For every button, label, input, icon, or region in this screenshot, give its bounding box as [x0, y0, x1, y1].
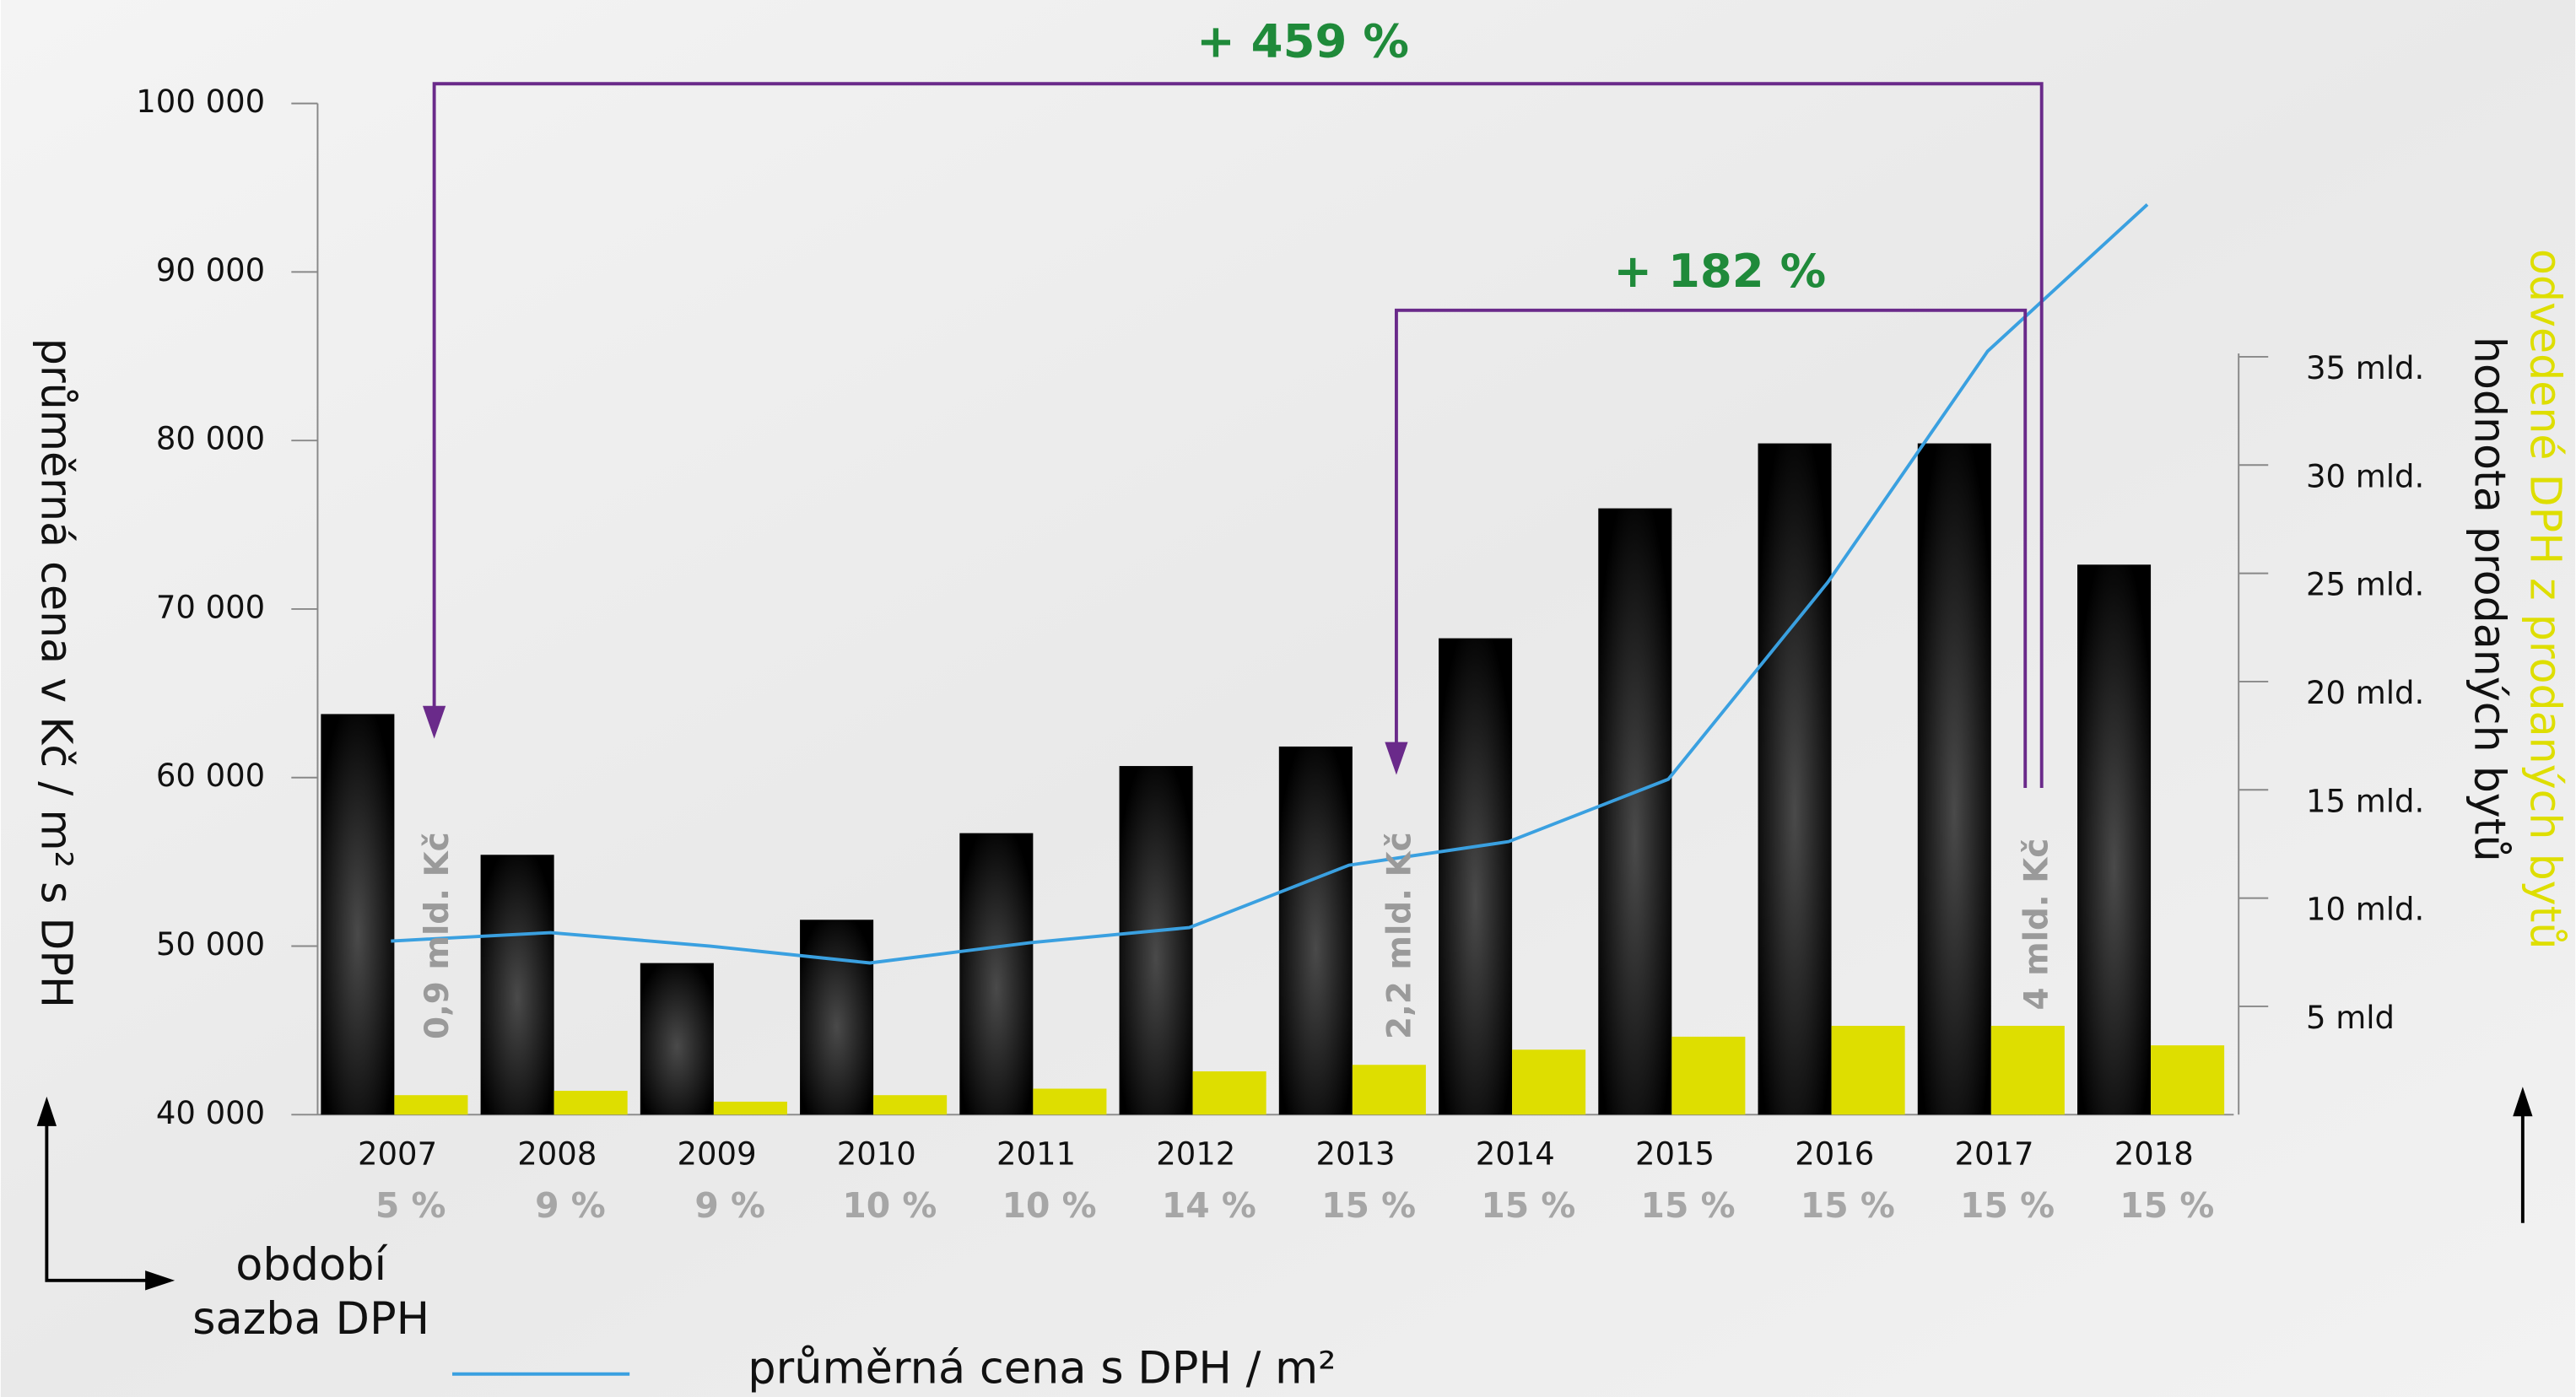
bar [394, 1095, 468, 1115]
bar [1119, 766, 1193, 1115]
bar [1192, 1071, 1266, 1115]
arrow-line [45, 1116, 152, 1282]
bracket [1394, 308, 2028, 789]
annotation: 4 mld. Kč [2017, 839, 2055, 1011]
bar [800, 920, 874, 1115]
arrowhead [2513, 1087, 2533, 1117]
y-tick-label: 90 000 [156, 252, 265, 289]
bar [959, 833, 1034, 1115]
bar [1598, 508, 1672, 1115]
arrowhead [1385, 742, 1408, 775]
y2-axis-title: odvedené DPH z prodaných bytů [2521, 249, 2571, 949]
y2-tick-label: 35 mld. [2306, 350, 2424, 386]
x-tick-label: 2007 [358, 1135, 437, 1172]
x-tick-label: 2015 [1635, 1135, 1715, 1172]
arrowhead [36, 1096, 57, 1126]
x-tick-label: 2014 [1476, 1135, 1555, 1172]
vat-rate-label: 15 % [1960, 1185, 2055, 1226]
bracket [432, 82, 2044, 789]
vat-rate-label: 15 % [2120, 1185, 2214, 1226]
vat-rate-label: 10 % [842, 1185, 937, 1226]
vat-rate-label: 9 % [535, 1185, 606, 1226]
y2-tick-label: 20 mld. [2306, 675, 2424, 711]
bar [321, 714, 395, 1115]
x-tick-label: 2018 [2114, 1135, 2194, 1172]
y2-tick-label: 15 mld. [2306, 783, 2424, 819]
bar [1671, 1036, 1746, 1115]
annotation: + 459 % [1196, 14, 1409, 68]
vat-rate-label: 15 % [1321, 1185, 1416, 1226]
vat-rate-label: 15 % [1641, 1185, 1736, 1226]
x-tick-label: 2011 [996, 1135, 1076, 1172]
bar [1439, 638, 1513, 1115]
vat-rate-label: 14 % [1162, 1185, 1256, 1226]
bar [873, 1095, 948, 1115]
x-tick-label: 2017 [1954, 1135, 2033, 1172]
annotation: 0,9 mld. Kč [419, 832, 456, 1039]
vat-rate-label: 9 % [694, 1185, 765, 1226]
y-tick-label: 60 000 [156, 758, 265, 794]
y2-tick-label: 25 mld. [2306, 567, 2424, 603]
y2-tick-label: 30 mld. [2306, 458, 2424, 494]
axis-arrows [36, 1087, 2533, 1291]
x-tick-label: 2013 [1315, 1135, 1395, 1172]
arrowhead [422, 705, 446, 739]
plot: 40 000 50 000 60 000 70 000 80 000 90 000 100 … [136, 84, 2424, 1226]
y-tick-label: 100 000 [136, 84, 265, 120]
bar [713, 1101, 787, 1115]
bar [640, 963, 714, 1115]
x-tick-label: 2008 [517, 1135, 597, 1172]
vat-rate-label: 10 % [1002, 1185, 1097, 1226]
bar [1990, 1026, 2065, 1115]
x-tick-label: 2009 [678, 1135, 757, 1172]
bar [1033, 1088, 1107, 1115]
bar [1352, 1065, 1426, 1115]
x-axis-title: sazba DPH [192, 1293, 429, 1345]
y-tick-label: 40 000 [156, 1095, 265, 1131]
x-tick-label: 2012 [1156, 1135, 1235, 1172]
line [391, 203, 2149, 965]
y2-axis-title: hodnota prodaných bytů [2465, 337, 2515, 862]
x-tick-label: 2010 [837, 1135, 916, 1172]
bar [2077, 564, 2152, 1115]
y2-tick-label: 10 mld. [2306, 892, 2424, 928]
vat-rate-label: 15 % [1481, 1185, 1575, 1226]
annotation: 2,2 mld. Kč [1380, 832, 1418, 1039]
vat-rate-label: 5 % [375, 1185, 446, 1226]
y2-tick-label: 5 mld [2306, 1000, 2395, 1036]
y-tick-label: 50 000 [156, 926, 265, 963]
y-tick-label: 80 000 [156, 421, 265, 457]
bar [554, 1091, 628, 1115]
annotation: + 182 % [1613, 244, 1826, 298]
bar [1278, 746, 1353, 1115]
bar [1758, 443, 1832, 1115]
vat-rate-label: 15 % [1801, 1185, 1895, 1226]
bar [2151, 1045, 2225, 1115]
y-axis-title: průměrná cena v Kč / m² s DPH [32, 338, 82, 1008]
x-axis-title: období [235, 1239, 387, 1291]
legend-label: průměrná cena s DPH / m² [748, 1343, 1336, 1394]
bar [1831, 1026, 1905, 1115]
bar [1917, 443, 1991, 1115]
brackets [422, 82, 2044, 789]
bar [480, 855, 554, 1115]
bar [1512, 1049, 1586, 1115]
x-tick-label: 2016 [1795, 1135, 1874, 1172]
arrowhead [145, 1270, 176, 1291]
y-tick-label: 70 000 [156, 589, 265, 625]
